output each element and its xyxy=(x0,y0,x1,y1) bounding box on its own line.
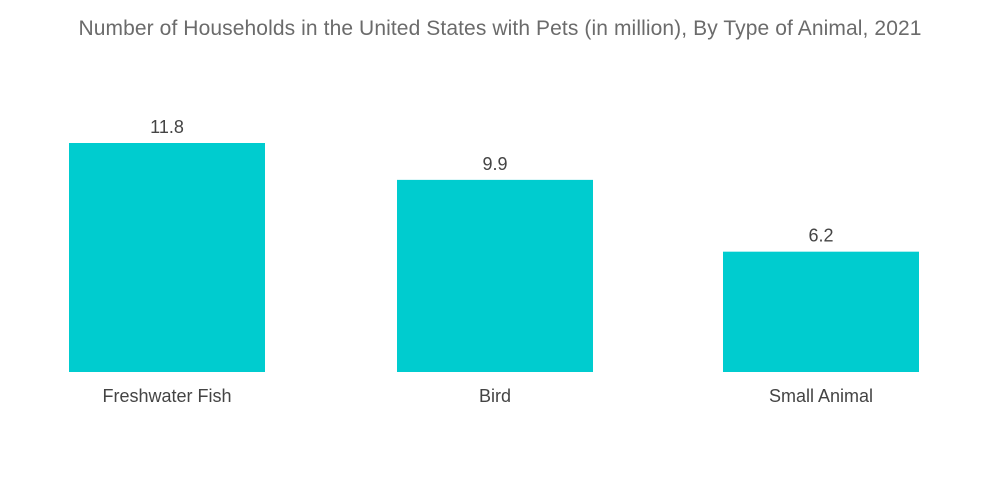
category-label-bird: Bird xyxy=(479,386,511,406)
category-label-small-animal: Small Animal xyxy=(769,386,873,406)
value-label-freshwater-fish: 11.8 xyxy=(150,117,184,137)
value-label-bird: 9.9 xyxy=(482,154,507,174)
chart-title: Number of Households in the United State… xyxy=(78,17,922,40)
bar-small-animal xyxy=(723,251,919,372)
category-label-freshwater-fish: Freshwater Fish xyxy=(102,386,231,406)
value-label-small-animal: 6.2 xyxy=(808,226,833,246)
bar-freshwater-fish xyxy=(69,143,265,372)
bar-bird xyxy=(397,179,593,372)
